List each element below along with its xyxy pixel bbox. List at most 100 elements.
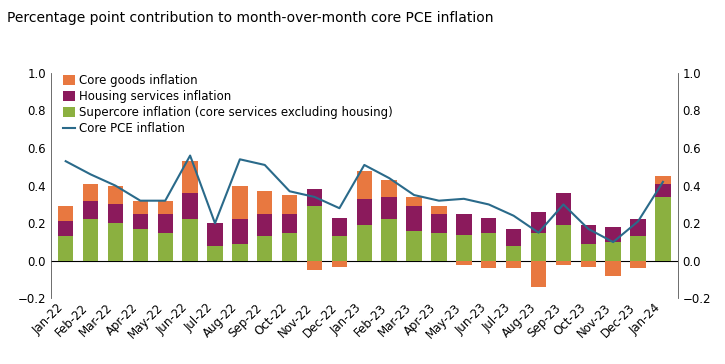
Bar — [605, 261, 621, 276]
Bar — [207, 223, 223, 246]
Core PCE inflation — [260, 163, 269, 167]
Bar — [506, 246, 521, 261]
Bar — [456, 261, 471, 265]
Bar — [481, 261, 497, 268]
Bar — [531, 212, 546, 233]
Core PCE inflation — [410, 193, 418, 197]
Core PCE inflation — [111, 183, 120, 188]
Bar — [232, 219, 248, 244]
Bar — [332, 218, 347, 237]
Bar — [282, 195, 297, 214]
Bar — [257, 191, 273, 214]
Bar — [630, 261, 646, 268]
Bar — [431, 214, 447, 233]
Bar — [257, 237, 273, 261]
Bar — [58, 221, 73, 237]
Core PCE inflation — [584, 227, 592, 231]
Bar — [655, 176, 671, 184]
Bar — [257, 214, 273, 237]
Line: Core PCE inflation: Core PCE inflation — [66, 155, 663, 242]
Core PCE inflation — [434, 198, 443, 203]
Bar — [407, 231, 422, 261]
Bar — [555, 261, 571, 265]
Bar — [605, 242, 621, 261]
Bar — [506, 261, 521, 268]
Bar — [157, 214, 173, 233]
Bar — [332, 237, 347, 261]
Bar — [581, 244, 596, 261]
Bar — [332, 261, 347, 266]
Text: Percentage point contribution to month-over-month core PCE inflation: Percentage point contribution to month-o… — [7, 11, 494, 25]
Bar — [108, 223, 123, 261]
Bar — [157, 233, 173, 261]
Core PCE inflation — [62, 159, 70, 163]
Bar — [481, 233, 497, 261]
Core PCE inflation — [211, 221, 220, 225]
Bar — [381, 219, 397, 261]
Bar — [108, 205, 123, 223]
Bar — [407, 197, 422, 206]
Bar — [456, 214, 471, 234]
Bar — [232, 186, 248, 219]
Core PCE inflation — [634, 219, 642, 223]
Bar — [183, 161, 198, 193]
Bar — [555, 193, 571, 225]
Bar — [506, 229, 521, 246]
Bar — [381, 180, 397, 197]
Core PCE inflation — [236, 157, 244, 162]
Legend: Core goods inflation, Housing services inflation, Supercore inflation (core serv: Core goods inflation, Housing services i… — [63, 74, 393, 135]
Core PCE inflation — [484, 202, 493, 207]
Bar — [282, 214, 297, 233]
Core PCE inflation — [161, 198, 170, 203]
Bar — [481, 218, 497, 233]
Bar — [357, 199, 372, 225]
Core PCE inflation — [460, 197, 468, 201]
Bar — [381, 197, 397, 219]
Core PCE inflation — [360, 163, 368, 167]
Core PCE inflation — [335, 206, 344, 210]
Core PCE inflation — [310, 195, 319, 199]
Core PCE inflation — [534, 230, 543, 235]
Core PCE inflation — [86, 172, 95, 177]
Core PCE inflation — [385, 176, 394, 180]
Bar — [183, 219, 198, 261]
Bar — [605, 227, 621, 242]
Bar — [431, 206, 447, 214]
Bar — [282, 233, 297, 261]
Bar — [307, 189, 322, 206]
Bar — [183, 193, 198, 219]
Bar — [232, 244, 248, 261]
Core PCE inflation — [509, 214, 518, 218]
Core PCE inflation — [286, 189, 294, 193]
Bar — [207, 246, 223, 261]
Bar — [157, 201, 173, 214]
Core PCE inflation — [559, 202, 568, 207]
Bar — [630, 237, 646, 261]
Bar — [630, 219, 646, 237]
Bar — [307, 261, 322, 270]
Core PCE inflation — [609, 240, 618, 244]
Bar — [581, 225, 596, 244]
Bar — [581, 261, 596, 266]
Bar — [655, 184, 671, 197]
Bar — [133, 214, 148, 229]
Bar — [357, 225, 372, 261]
Bar — [83, 184, 99, 201]
Bar — [83, 219, 99, 261]
Bar — [655, 197, 671, 261]
Bar — [531, 233, 546, 261]
Bar — [108, 186, 123, 205]
Bar — [407, 206, 422, 231]
Core PCE inflation — [186, 153, 194, 158]
Bar — [555, 225, 571, 261]
Bar — [133, 229, 148, 261]
Core PCE inflation — [136, 198, 145, 203]
Bar — [431, 233, 447, 261]
Bar — [307, 206, 322, 261]
Bar — [83, 201, 99, 219]
Bar — [58, 206, 73, 221]
Bar — [133, 201, 148, 214]
Bar — [58, 237, 73, 261]
Bar — [531, 261, 546, 287]
Bar — [456, 234, 471, 261]
